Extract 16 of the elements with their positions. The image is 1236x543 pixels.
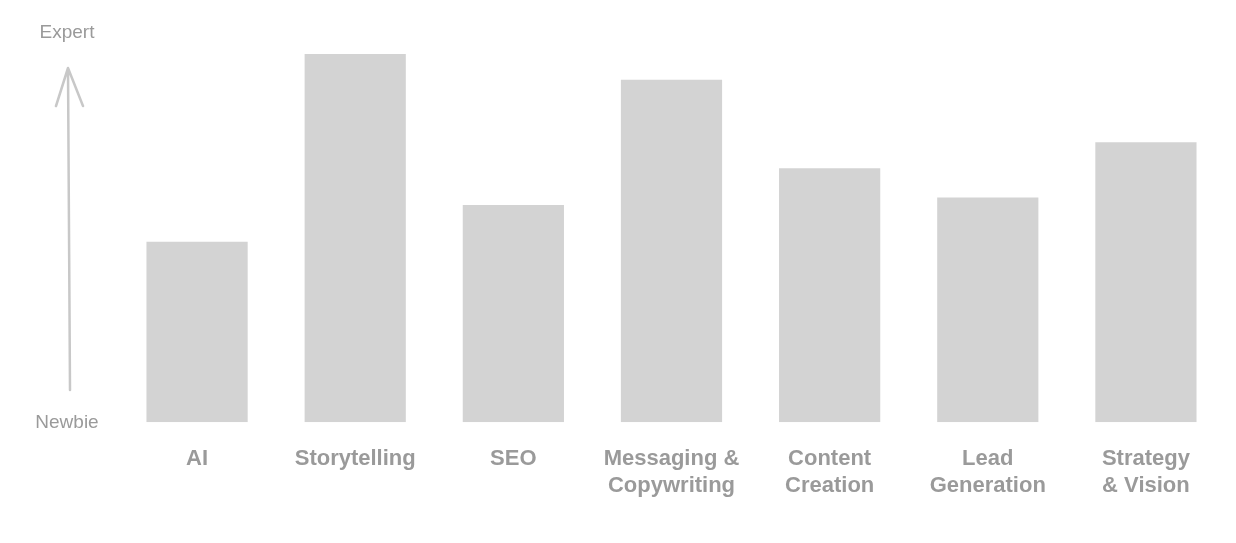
x-tick-label: Content Creation (785, 445, 875, 497)
bar (1095, 142, 1197, 423)
x-tick-label: AI (186, 445, 209, 471)
x-tick-label: Strategy & Vision (1101, 445, 1191, 497)
bar (937, 197, 1039, 423)
bar (779, 168, 881, 423)
x-tick-label: Lead Generation (929, 445, 1046, 497)
text: Expert (39, 21, 96, 43)
x-tick-label: Messaging & Copywriting (603, 445, 740, 497)
bar (620, 79, 723, 423)
bar (146, 241, 248, 423)
bar (462, 204, 564, 423)
x-tick-label: Storytelling (294, 445, 416, 471)
text: Newbie (35, 411, 99, 433)
x-tick-label: SEO (490, 445, 537, 471)
bar (304, 54, 406, 423)
